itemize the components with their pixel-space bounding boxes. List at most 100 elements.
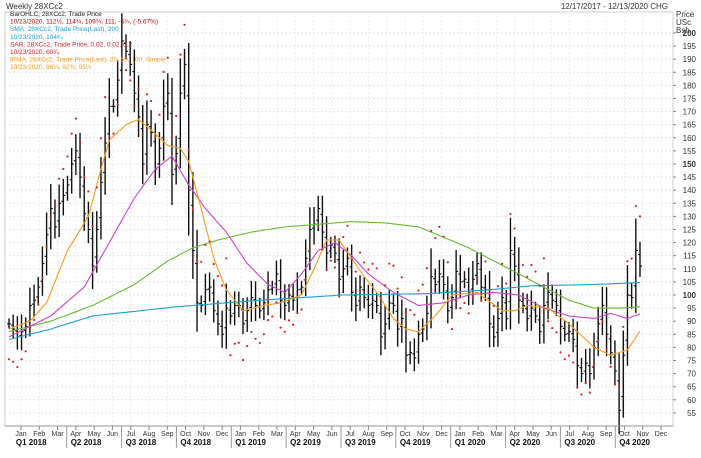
- ohlc-bar: [115, 60, 120, 117]
- sar-point: [601, 320, 604, 323]
- ohlc-bar: [546, 272, 551, 320]
- sar-point: [425, 267, 428, 270]
- x-month-label: Sep: [161, 431, 174, 438]
- ohlc-bar: [169, 77, 174, 205]
- ohlc-bar: [94, 211, 99, 273]
- sar-point: [175, 114, 178, 118]
- ohlc-bar: [224, 283, 229, 349]
- sar-point: [266, 318, 270, 322]
- sar-point: [20, 358, 23, 361]
- sar-point: [455, 299, 458, 302]
- sar-point: [41, 276, 44, 280]
- sar-point: [195, 259, 199, 262]
- sar-point: [87, 190, 90, 193]
- sar-point: [429, 229, 433, 232]
- sar-point: [250, 330, 253, 334]
- sar-point: [66, 155, 69, 158]
- ohlc-bar: [449, 284, 454, 319]
- sar-point: [618, 386, 621, 389]
- x-quarter-label: Q4 2018: [180, 438, 211, 447]
- sar-point: [576, 386, 579, 389]
- sar-point: [99, 137, 103, 140]
- sar-point: [108, 135, 111, 138]
- ohlc-bar: [124, 34, 129, 60]
- ohlc-bar: [579, 357, 584, 383]
- x-month-label: Aug: [143, 431, 156, 438]
- sar-point: [517, 260, 520, 263]
- sar-point: [200, 260, 203, 263]
- sar-point: [555, 331, 558, 334]
- sar-point: [229, 354, 232, 357]
- sar-point: [170, 136, 174, 140]
- ohlc-bar: [186, 43, 191, 236]
- sar-point: [375, 267, 378, 270]
- sar-point: [292, 323, 295, 326]
- sar-point: [383, 284, 387, 287]
- sar-point: [58, 177, 61, 180]
- ohlc-bar: [69, 147, 74, 194]
- sar-point: [91, 225, 94, 228]
- y-tick-label: 100: [683, 291, 697, 300]
- sar-point: [141, 133, 144, 136]
- x-month-label: May: [307, 431, 321, 438]
- ohlc-bar: [617, 353, 622, 434]
- ohlc-bar: [220, 310, 225, 348]
- sar-point: [137, 87, 140, 90]
- ohlc-bar: [391, 293, 396, 314]
- ohlc-bar: [232, 291, 237, 326]
- sar-point: [158, 113, 161, 116]
- sar-point: [49, 216, 52, 219]
- sar-point: [53, 203, 57, 206]
- sar-point: [62, 167, 65, 171]
- ohlc-bar: [587, 348, 592, 389]
- ohlc-bar: [433, 268, 438, 293]
- x-month-label: Jul: [565, 431, 574, 438]
- sar-point: [634, 204, 637, 208]
- sar-point: [221, 284, 224, 287]
- x-month-label: Apr: [509, 431, 521, 438]
- sar-point: [191, 207, 194, 210]
- ohlc-bar: [529, 290, 534, 331]
- ohlc-bar: [274, 260, 279, 296]
- ohlc-bar: [604, 287, 609, 357]
- sar-point: [133, 105, 136, 108]
- sar-point: [526, 275, 529, 278]
- sar-point: [241, 359, 245, 362]
- x-month-label: Nov: [198, 431, 211, 438]
- ohlc-bar: [378, 291, 383, 356]
- sar-point: [32, 318, 36, 321]
- sar-point: [74, 117, 77, 120]
- chart-title: Weekly 28XCc2: [6, 2, 63, 11]
- sar-point: [534, 270, 537, 273]
- sar-point: [630, 257, 633, 260]
- ohlc-bar: [182, 48, 187, 100]
- ohlc-bar: [487, 270, 492, 348]
- sar-point: [283, 330, 286, 333]
- sar-point: [379, 297, 383, 301]
- y-tick-label: 75: [687, 356, 696, 365]
- x-quarter-label: Q1 2018: [16, 438, 47, 447]
- ohlc-bar: [320, 195, 325, 249]
- ohlc-bar: [40, 246, 45, 296]
- ohlc-bar: [228, 300, 233, 325]
- plot-area: [4, 11, 674, 427]
- sar-point: [613, 382, 617, 386]
- sar-point: [484, 260, 487, 263]
- x-month-label: Oct: [400, 431, 411, 438]
- ohlc-bar: [174, 135, 179, 185]
- sar-point: [350, 258, 353, 261]
- ohlc-bar: [107, 78, 112, 159]
- sar-point: [237, 341, 240, 344]
- ohlc-bar: [32, 284, 37, 318]
- sar-point: [521, 263, 525, 267]
- sar-point: [392, 264, 395, 267]
- sar-point: [363, 261, 366, 264]
- ohlc-bar: [612, 340, 617, 386]
- legend-entry: 10/23/2020, 60³⁄₄: [10, 49, 60, 56]
- x-quarter-label: Q2 2019: [290, 438, 321, 447]
- sar-point: [509, 212, 512, 216]
- ohlc-bar: [65, 175, 70, 201]
- ohlc-bar: [299, 280, 304, 295]
- ohlc-bar: [383, 305, 388, 350]
